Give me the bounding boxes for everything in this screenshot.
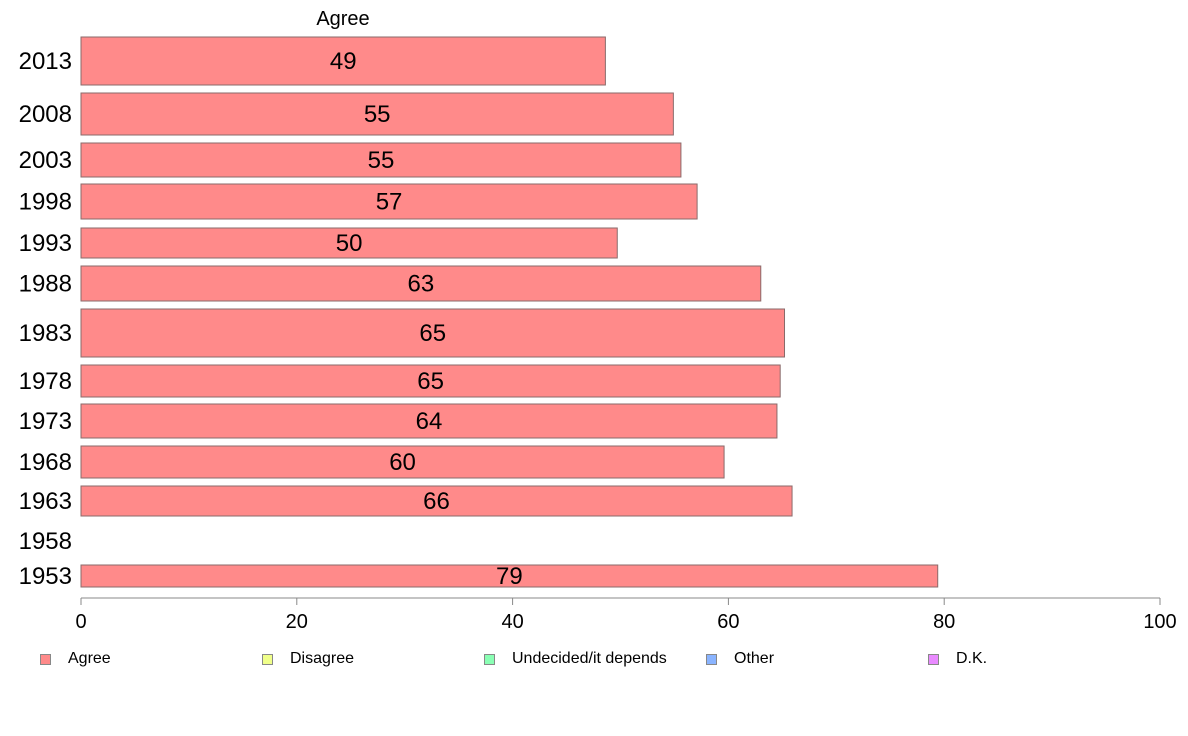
category-label-1973: 1973 — [19, 408, 72, 435]
data-label-year-1968: 60 — [389, 449, 416, 476]
category-label-1958: 1958 — [19, 528, 72, 555]
category-label-1963: 1963 — [19, 488, 72, 515]
category-label-1953: 1953 — [19, 563, 72, 590]
x-tick-label-0: 0 — [75, 611, 86, 633]
x-tick-label-60: 60 — [717, 611, 739, 633]
legend-label: D.K. — [956, 650, 988, 667]
x-axis: 0 20 40 60 80 100 — [75, 597, 1177, 633]
legend-item-other: Other — [706, 650, 774, 668]
legend-item-agree: Agree — [40, 650, 111, 668]
x-tick-label-40: 40 — [501, 611, 523, 633]
bar-year-1983 — [80, 308, 786, 358]
category-label-1993: 1993 — [19, 230, 72, 257]
bar-year-1963 — [80, 485, 793, 517]
bar-year-2008 — [80, 92, 674, 136]
bar-year-1953 — [80, 564, 939, 588]
x-tick-label-80: 80 — [933, 611, 955, 633]
bar-year-1973 — [80, 403, 778, 439]
legend-label: Agree — [68, 650, 111, 667]
category-label-1978: 1978 — [19, 368, 72, 395]
legend-item-disagree: Disagree — [262, 650, 354, 668]
category-label-2013: 2013 — [19, 48, 72, 75]
data-label-year-1963: 66 — [423, 488, 450, 515]
category-label-2003: 2003 — [19, 147, 72, 174]
legend: Agree Disagree Undecided/it depends Other D.… — [0, 650, 1188, 674]
legend-label: Undecided/it depends — [512, 650, 667, 667]
category-label-1988: 1988 — [19, 271, 72, 298]
legend-label: Disagree — [290, 650, 355, 667]
category-label-1998: 1998 — [19, 189, 72, 216]
legend-swatch — [928, 653, 939, 665]
category-label-2008: 2008 — [19, 101, 72, 128]
legend-item-undecided-it-depends: Undecided/it depends — [484, 650, 667, 668]
x-tick-label-20: 20 — [286, 611, 308, 633]
legend-swatch — [262, 653, 273, 665]
legend-swatch — [484, 653, 495, 665]
chart-title: Agree — [316, 8, 369, 30]
legend-swatch — [706, 653, 717, 665]
legend-item-d-k: D.K. — [928, 650, 987, 668]
data-label-year-2013: 49 — [330, 48, 357, 75]
chart: Agree 2013 49 2008 55 2003 55 1998 57 1993 50 1988… — [19, 8, 1177, 633]
data-label-year-2003: 55 — [368, 147, 395, 174]
category-label-1983: 1983 — [19, 320, 72, 347]
bar-year-1978 — [80, 364, 781, 398]
bars-group: 2013 49 2008 55 2003 55 1998 57 1993 50 1988 63 1983… — [19, 36, 939, 590]
x-tick-label-100: 100 — [1143, 611, 1176, 633]
bar-year-1998 — [80, 183, 698, 220]
legend-label: Other — [734, 650, 775, 667]
bar-year-2003 — [80, 142, 682, 178]
bar-year-1993 — [80, 227, 618, 259]
data-label-year-1983: 65 — [419, 320, 446, 347]
legend-swatch — [40, 653, 51, 665]
bar-year-2013 — [80, 36, 606, 86]
data-label-year-1988: 63 — [408, 271, 435, 298]
data-label-year-1998: 57 — [376, 189, 403, 216]
bar-year-1988 — [80, 265, 762, 302]
data-label-year-1973: 64 — [416, 408, 443, 435]
bar-year-1968 — [80, 445, 725, 479]
data-label-year-1978: 65 — [417, 368, 444, 395]
data-label-year-1993: 50 — [336, 230, 363, 257]
data-label-year-2008: 55 — [364, 101, 391, 128]
category-label-1968: 1968 — [19, 449, 72, 476]
data-label-year-1953: 79 — [496, 563, 523, 590]
